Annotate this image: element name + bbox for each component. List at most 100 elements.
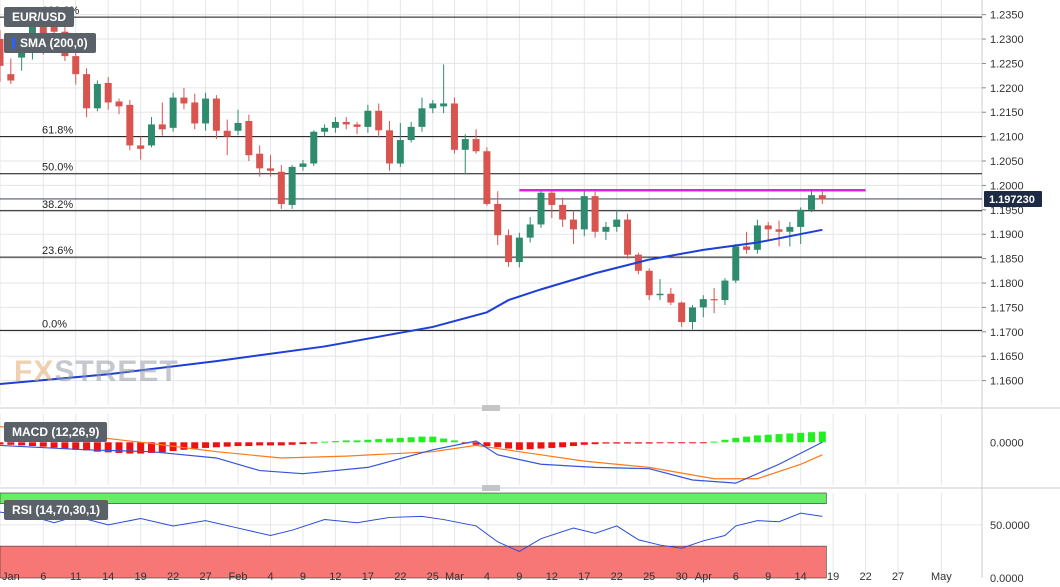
candle-down — [494, 203, 502, 236]
macd-hist-bar-negative — [28, 442, 36, 447]
candle-up — [699, 299, 707, 308]
macd-hist-bar-positive — [450, 440, 458, 443]
time-axis-label: 17 — [362, 571, 374, 583]
macd-hist-bar-negative — [580, 442, 588, 445]
candle-up — [721, 280, 729, 301]
time-axis-label: 30 — [676, 571, 688, 583]
candle-up — [93, 83, 101, 109]
macd-hist-bar-negative — [83, 442, 91, 451]
time-axis-label: 4 — [267, 571, 273, 583]
candle-up — [515, 237, 523, 263]
symbol-label: EUR/USD — [4, 7, 75, 27]
fibonacci-levels: 100.0%61.8%50.0%38.2%23.6%0.0% — [0, 5, 982, 331]
candle-up — [786, 226, 794, 232]
price-axis-label: 1.1650 — [990, 351, 1024, 363]
time-axis-label: 11 — [70, 571, 81, 583]
candle-up — [580, 196, 588, 230]
macd-hist-bar-positive — [407, 437, 415, 443]
fib-level-label: 23.6% — [42, 245, 73, 257]
candle-down — [277, 171, 285, 204]
candles — [0, 13, 826, 330]
candle-up — [461, 139, 469, 150]
candle-down — [386, 130, 394, 164]
macd-hist-bar-negative — [277, 442, 285, 446]
macd-hist-bar-negative — [212, 442, 220, 448]
candle-down — [353, 124, 361, 127]
candle-up — [396, 140, 404, 164]
time-axis-label: Jan — [2, 571, 20, 583]
candle-up — [331, 121, 339, 128]
macd-hist-bar-negative — [526, 442, 534, 450]
macd-legend: MACD (12,26,9) — [4, 422, 108, 442]
candle-down — [83, 74, 91, 109]
macd-hist-bar-negative — [115, 442, 123, 453]
rsi-axis-label: 50.0000 — [990, 520, 1030, 532]
time-axis-label: 22 — [611, 571, 623, 583]
macd-hist-bar-negative — [7, 442, 15, 445]
candle-down — [591, 196, 599, 232]
macd-hist-bar-positive — [418, 436, 426, 443]
candle-down — [548, 192, 556, 205]
macd-hist-bar-negative — [180, 442, 188, 450]
candle-up — [429, 103, 437, 109]
candle-up — [753, 225, 761, 250]
candle-up — [537, 192, 545, 225]
fxstreet-watermark: FXSTREET — [14, 355, 179, 389]
time-axis-label: Feb — [229, 571, 248, 583]
rsi-line — [0, 511, 823, 552]
sma-legend-swatch — [12, 37, 15, 49]
fib-level-label: 50.0% — [42, 162, 73, 174]
fib-level-label: 38.2% — [42, 199, 73, 211]
time-axis-label: 14 — [795, 571, 807, 583]
sma-legend-text: SMA (200,0) — [20, 36, 88, 50]
time-axis-label: 25 — [643, 571, 655, 583]
candle-down — [137, 145, 145, 149]
time-axis-label: 14 — [102, 571, 114, 583]
macd-hist-bar-positive — [375, 439, 383, 443]
candle-down — [104, 82, 112, 103]
candle-down — [342, 121, 350, 125]
candle-down — [0, 39, 4, 66]
candle-down — [180, 97, 188, 104]
price-axis-label: 1.1700 — [990, 327, 1024, 339]
candle-up — [321, 127, 329, 132]
macd-hist-bar-negative — [548, 442, 556, 448]
macd-hist-bar-negative — [93, 442, 101, 452]
macd-hist-bar-negative — [591, 442, 599, 445]
time-axis-label: 12 — [329, 571, 341, 583]
macd-line — [0, 440, 823, 484]
macd-hist-bar-negative — [537, 442, 545, 449]
macd-hist-bar-negative — [137, 442, 145, 454]
macd-hist-bar-negative — [72, 442, 80, 450]
macd-hist-bar-positive — [429, 436, 437, 443]
macd-hist-bar-negative — [505, 442, 513, 449]
macd-hist-bar-positive — [786, 433, 794, 443]
candle-up — [202, 98, 210, 124]
rsi-legend: RSI (14,70,30,1) — [4, 500, 109, 520]
candle-up — [169, 97, 177, 128]
time-axis-label: 22 — [167, 571, 179, 583]
macd-hist-bar-positive — [743, 436, 751, 443]
macd-hist-bar-negative — [645, 442, 653, 444]
sma-200-line — [0, 228, 823, 386]
macd-hist-bar-negative — [515, 442, 523, 450]
macd-hist-bar-negative — [688, 442, 696, 444]
sma-legend: SMA (200,0) — [4, 33, 96, 53]
time-axis-label: 22 — [394, 571, 406, 583]
macd-hist-bar-negative — [678, 442, 686, 444]
macd-hist-bar-positive — [364, 439, 372, 443]
macd-hist-bar-negative — [256, 442, 264, 446]
candle-down — [743, 246, 751, 250]
candle-up — [407, 126, 415, 141]
candle-down — [678, 302, 686, 323]
macd-pane — [0, 425, 826, 484]
macd-hist-bar-negative — [613, 442, 621, 444]
candle-down — [559, 204, 567, 220]
price-axis-label: 1.2300 — [990, 34, 1024, 46]
macd-hist-bar-positive — [818, 431, 826, 443]
candle-up — [526, 224, 534, 238]
price-axis-label: 1.2250 — [990, 58, 1024, 70]
candle-down — [267, 168, 274, 171]
candle-up — [797, 209, 805, 227]
